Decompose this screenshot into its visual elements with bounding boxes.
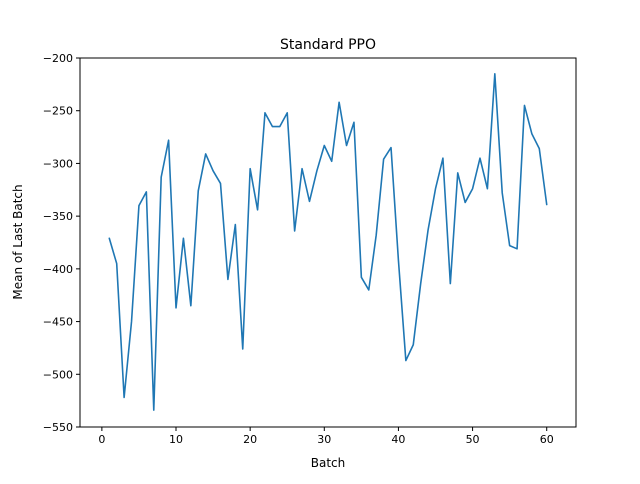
data-point — [263, 111, 267, 115]
data-point — [345, 144, 349, 148]
y-tick-label: −200 — [43, 52, 73, 65]
x-axis-label: Batch — [311, 456, 346, 470]
x-tick-label: 20 — [243, 433, 257, 446]
x-tick-label: 30 — [317, 433, 331, 446]
data-point — [271, 125, 275, 129]
data-point — [308, 200, 312, 204]
y-axis-label: Mean of Last Batch — [11, 184, 25, 299]
data-point — [419, 282, 423, 286]
y-axis-ticks: −550 −500 −450 −400 −350 −300 −250 −200 — [43, 52, 80, 434]
series-layer — [107, 72, 549, 412]
data-point — [471, 187, 475, 191]
data-point — [219, 182, 223, 186]
data-point — [196, 189, 200, 193]
data-point — [449, 282, 453, 286]
data-point — [130, 320, 134, 324]
data-point — [278, 125, 282, 129]
data-point — [367, 288, 371, 292]
data-point — [352, 121, 356, 125]
data-point — [204, 152, 208, 156]
data-point — [167, 138, 171, 142]
data-point — [404, 359, 408, 363]
data-point — [293, 229, 297, 233]
data-point — [248, 167, 252, 171]
data-point — [515, 247, 519, 251]
data-point — [508, 244, 512, 248]
data-point — [538, 147, 542, 151]
data-point — [530, 132, 534, 136]
data-point — [456, 171, 460, 175]
x-tick-label: 50 — [466, 433, 480, 446]
data-point — [159, 175, 163, 179]
data-point — [241, 347, 245, 351]
data-point — [441, 156, 445, 160]
data-point — [285, 111, 289, 115]
data-point — [182, 236, 186, 240]
series-line — [108, 73, 548, 411]
data-point — [434, 187, 438, 191]
data-point — [211, 169, 215, 173]
data-point — [107, 236, 111, 240]
data-point — [426, 228, 430, 232]
x-tick-label: 0 — [98, 433, 105, 446]
data-point — [300, 167, 304, 171]
data-point — [360, 275, 364, 279]
y-tick-label: −300 — [43, 157, 73, 170]
data-point — [545, 203, 549, 207]
data-point — [397, 259, 401, 263]
data-point — [122, 396, 126, 400]
data-point — [493, 72, 497, 76]
data-point — [486, 187, 490, 191]
data-point — [478, 156, 482, 160]
data-point — [226, 278, 230, 282]
data-point — [389, 146, 393, 150]
y-tick-label: −350 — [43, 210, 73, 223]
data-point — [315, 169, 319, 173]
data-point — [463, 201, 467, 205]
x-axis-ticks: 0 10 20 30 40 50 60 — [98, 427, 554, 446]
y-tick-label: −500 — [43, 368, 73, 381]
data-point — [145, 190, 149, 194]
x-tick-label: 10 — [169, 433, 183, 446]
data-point — [174, 306, 178, 310]
data-point — [322, 144, 326, 148]
plot-frame — [79, 57, 577, 428]
plot-area — [80, 58, 576, 427]
data-point — [137, 204, 141, 208]
x-tick-label: 60 — [540, 433, 554, 446]
data-point — [189, 304, 193, 308]
y-tick-label: −250 — [43, 105, 73, 118]
data-point — [382, 157, 386, 161]
data-point — [337, 100, 341, 104]
x-tick-label: 40 — [391, 433, 405, 446]
y-tick-label: −450 — [43, 316, 73, 329]
data-point — [500, 191, 504, 195]
data-point — [523, 104, 527, 108]
data-point — [152, 408, 156, 412]
data-point — [374, 233, 378, 237]
data-point — [234, 223, 238, 227]
y-tick-label: −550 — [43, 421, 73, 434]
y-tick-label: −400 — [43, 263, 73, 276]
data-point — [115, 262, 119, 266]
chart-title: Standard PPO — [280, 37, 376, 53]
data-point — [256, 208, 260, 212]
data-point — [330, 160, 334, 164]
data-point — [411, 343, 415, 347]
